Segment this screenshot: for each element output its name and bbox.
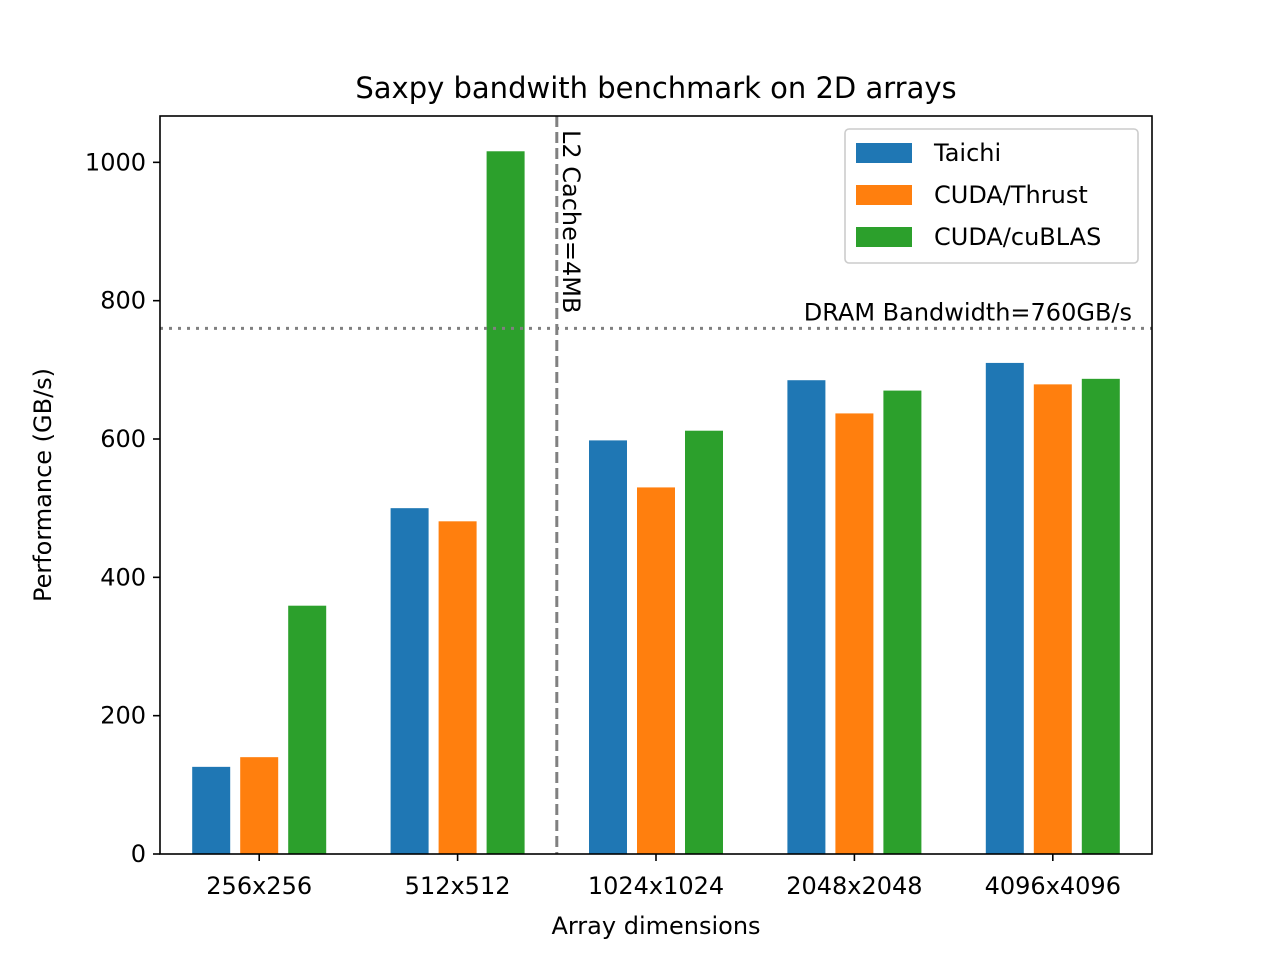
x-tick-label: 256x256 <box>206 872 312 900</box>
x-tick-label: 2048x2048 <box>786 872 922 900</box>
x-axis-label: Array dimensions <box>551 912 760 940</box>
bars-layer <box>192 151 1120 854</box>
bar-cuda-thrust-4096x4096 <box>1033 384 1072 854</box>
annotations-layer: DRAM Bandwidth=760GB/s L2 Cache=4MB <box>160 116 1152 854</box>
x-tick-label: 4096x4096 <box>985 872 1121 900</box>
bar-taichi-2048x2048 <box>787 380 826 854</box>
bar-taichi-256x256 <box>192 766 231 854</box>
bar-taichi-4096x4096 <box>985 362 1024 854</box>
dram-bandwidth-label: DRAM Bandwidth=760GB/s <box>804 298 1132 326</box>
bar-cuda-cublas-1024x1024 <box>685 430 723 854</box>
legend-label-cuda-thrust: CUDA/Thrust <box>934 181 1088 209</box>
bar-cuda-thrust-256x256 <box>240 757 279 854</box>
bar-taichi-512x512 <box>390 508 429 854</box>
bar-cuda-cublas-4096x4096 <box>1081 378 1120 854</box>
bar-cuda-thrust-512x512 <box>438 521 477 854</box>
legend-swatch-cuda-cublas <box>856 227 912 247</box>
legend-swatch-taichi <box>856 143 912 163</box>
y-tick-label: 800 <box>100 287 146 315</box>
bar-cuda-cublas-2048x2048 <box>883 390 922 854</box>
legend-swatch-cuda-thrust <box>856 185 912 205</box>
y-axis-label: Performance (GB/s) <box>29 368 57 602</box>
ticks-layer: 0 200 400 600 800 1000 256x256 512x512 1024x1024… <box>85 148 1121 900</box>
y-tick-label: 200 <box>100 702 146 730</box>
bar-taichi-1024x1024 <box>589 440 627 854</box>
bar-cuda-cublas-256x256 <box>288 605 327 854</box>
y-tick-label: 1000 <box>85 148 146 176</box>
legend-label-cuda-cublas: CUDA/cuBLAS <box>934 223 1101 251</box>
bar-cuda-thrust-2048x2048 <box>835 413 874 854</box>
legend-label-taichi: Taichi <box>933 139 1001 167</box>
bar-cuda-thrust-1024x1024 <box>637 487 675 854</box>
y-tick-label: 600 <box>100 425 146 453</box>
x-tick-label: 1024x1024 <box>588 872 724 900</box>
y-tick-label: 400 <box>100 563 146 591</box>
bar-cuda-cublas-512x512 <box>486 151 525 854</box>
x-tick-label: 512x512 <box>405 872 511 900</box>
legend: Taichi CUDA/Thrust CUDA/cuBLAS <box>844 128 1139 264</box>
legend-box <box>844 128 1139 264</box>
chart-title: Saxpy bandwith benchmark on 2D arrays <box>355 71 956 105</box>
l2-cache-label: L2 Cache=4MB <box>557 130 585 313</box>
y-tick-label: 0 <box>131 840 146 868</box>
